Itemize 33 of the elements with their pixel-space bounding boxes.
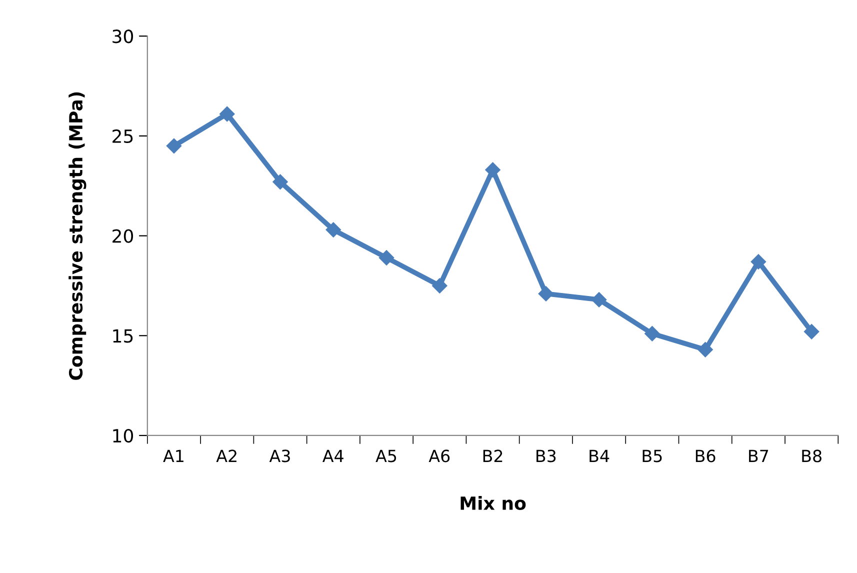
point — [698, 342, 713, 358]
point — [485, 162, 500, 178]
x-tick-label: B4 — [590, 450, 610, 462]
y-tick-label: 15 — [113, 329, 133, 343]
x-tick-label: A6 — [428, 450, 450, 462]
x-tick-label: B3 — [536, 450, 556, 462]
y-tick-label: 10 — [113, 428, 134, 443]
point — [378, 250, 394, 266]
y-tick-label: 30 — [112, 30, 134, 44]
point — [326, 222, 341, 238]
x-tick-label: B2 — [483, 450, 502, 462]
x-tick-label: B8 — [802, 450, 822, 462]
point — [220, 106, 235, 122]
point — [644, 326, 660, 342]
point — [750, 254, 766, 270]
y-axis-title: Compressive strength (MPa) — [68, 92, 86, 380]
point — [166, 138, 182, 154]
x-tick-label: B5 — [642, 450, 662, 462]
point — [538, 286, 554, 302]
point — [591, 292, 607, 308]
point — [272, 174, 288, 190]
x-axis-title: Mix no — [460, 496, 526, 510]
x-tick-label: A5 — [376, 450, 396, 462]
point — [432, 278, 448, 294]
x-tick-label: A1 — [163, 450, 184, 462]
x-tick-label: A4 — [322, 450, 344, 462]
y-tick-label: 20 — [112, 229, 134, 243]
x-tick-label: B7 — [749, 450, 768, 462]
point — [804, 324, 820, 340]
y-tick-label: 25 — [112, 129, 133, 144]
x-tick-label: A2 — [216, 450, 236, 462]
x-tick-label: A3 — [269, 450, 290, 462]
x-tick-label: B6 — [696, 450, 716, 462]
